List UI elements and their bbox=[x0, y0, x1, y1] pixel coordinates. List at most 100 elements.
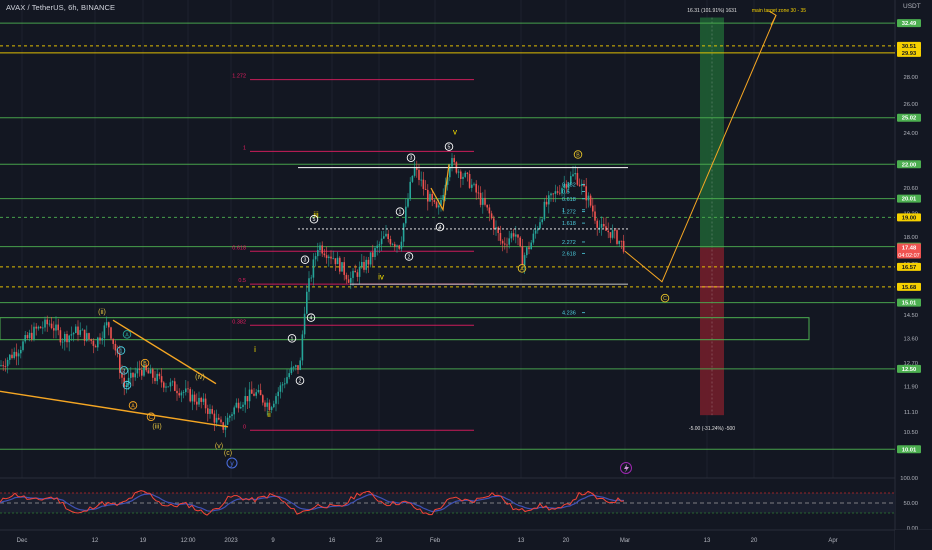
fib-retracement-label: 0.5 bbox=[238, 278, 246, 284]
fib-extension-label: 1.272 bbox=[562, 210, 576, 216]
price-badge-label: 10.01 bbox=[902, 447, 917, 453]
fib-retracement-label: 1.272 bbox=[232, 74, 246, 80]
price-badge-label: 22.00 bbox=[902, 162, 917, 168]
candle-body bbox=[53, 328, 55, 331]
candle-body bbox=[138, 368, 141, 371]
candle-body bbox=[336, 257, 339, 265]
wave-label: 1 bbox=[120, 349, 123, 355]
candle-body bbox=[330, 256, 332, 259]
time-tick-label: 2023 bbox=[224, 538, 238, 544]
time-tick-label: Feb bbox=[430, 538, 441, 544]
candle-body bbox=[101, 338, 103, 341]
candle-body bbox=[163, 382, 165, 388]
price-badge bbox=[897, 298, 921, 307]
candle-body bbox=[446, 177, 449, 185]
candle-body bbox=[167, 386, 169, 388]
wave-label: 1 bbox=[291, 336, 294, 342]
lightning-icon-glyph bbox=[624, 464, 629, 473]
candle-body bbox=[66, 333, 68, 343]
wave-label: 1 bbox=[399, 210, 402, 216]
candle-body bbox=[358, 266, 361, 277]
candle-body bbox=[110, 327, 112, 339]
wave-label: 3 bbox=[410, 156, 413, 162]
candle-body bbox=[429, 193, 431, 202]
candle-body bbox=[17, 353, 20, 357]
candle-body bbox=[103, 325, 106, 339]
time-tick-label: 23 bbox=[376, 538, 383, 544]
candle-body bbox=[332, 258, 334, 260]
candle-body bbox=[248, 389, 251, 402]
candle-body bbox=[317, 250, 319, 257]
candle-body bbox=[92, 340, 95, 346]
candle-body bbox=[125, 385, 128, 387]
rsi-signal-line bbox=[0, 493, 625, 513]
price-badge bbox=[897, 194, 921, 203]
time-tick-label: Dec bbox=[17, 538, 28, 544]
candle-body bbox=[572, 174, 574, 177]
candle-body bbox=[570, 176, 572, 184]
wave-label-ring bbox=[122, 330, 132, 339]
candle-body bbox=[105, 322, 108, 326]
candle-body bbox=[501, 240, 504, 244]
candle-body bbox=[182, 392, 185, 393]
candle-body bbox=[174, 381, 176, 391]
candle-body bbox=[284, 383, 286, 385]
price-badge-label: 29.93 bbox=[902, 51, 917, 57]
candle-body bbox=[596, 220, 598, 228]
wave-label: iv bbox=[378, 273, 384, 282]
candle-body bbox=[537, 228, 539, 231]
wave-label: 4 bbox=[439, 225, 442, 231]
candle-body bbox=[215, 417, 218, 423]
rsi-tick-label: 0.00 bbox=[907, 526, 918, 532]
candle-body bbox=[0, 365, 2, 367]
price-tick-label: 14.50 bbox=[903, 313, 918, 319]
wave-4-line bbox=[430, 164, 450, 212]
candle-body bbox=[578, 184, 581, 186]
wave-label-ring bbox=[287, 334, 297, 343]
time-tick-label: 13 bbox=[518, 538, 525, 544]
candle-body bbox=[405, 206, 407, 224]
candle-body bbox=[334, 258, 337, 265]
candle-body bbox=[361, 261, 363, 267]
candle-body bbox=[347, 279, 350, 283]
projection-path bbox=[624, 15, 777, 283]
candle-body bbox=[521, 246, 524, 266]
candle-body bbox=[398, 245, 400, 249]
lightning-icon bbox=[620, 462, 632, 474]
candle-body bbox=[237, 402, 240, 409]
fib-extension-label: 0.382 bbox=[562, 183, 576, 189]
wedge-upper-line bbox=[112, 319, 217, 385]
candle-body bbox=[380, 238, 383, 245]
candle-body bbox=[220, 419, 222, 423]
candle-body bbox=[583, 183, 585, 187]
candle-body bbox=[303, 313, 306, 335]
wedge-lower-line bbox=[0, 390, 229, 428]
wave-label: 2 bbox=[299, 379, 302, 385]
candle-body bbox=[130, 372, 132, 378]
projection-arrow-head bbox=[768, 10, 777, 26]
wave-label: (iv) bbox=[195, 374, 205, 381]
candle-body bbox=[226, 417, 229, 425]
candle-body bbox=[468, 173, 471, 188]
candle-body bbox=[257, 390, 260, 393]
candle-body bbox=[132, 372, 134, 378]
candle-body bbox=[44, 319, 46, 328]
candle-body bbox=[598, 227, 601, 229]
wave-label: (v) bbox=[215, 443, 223, 450]
candle-body bbox=[275, 396, 277, 404]
wave-label: A bbox=[131, 403, 135, 409]
wave-label: B bbox=[143, 361, 147, 367]
price-badge bbox=[897, 213, 921, 222]
candle-body bbox=[262, 395, 264, 403]
candle-body bbox=[81, 329, 84, 331]
wave-label: C bbox=[663, 296, 667, 302]
wave-label: A bbox=[520, 266, 524, 272]
price-badge-label: 19.00 bbox=[902, 215, 917, 221]
candles bbox=[0, 153, 625, 438]
wave-label-ring bbox=[122, 380, 132, 390]
candle-body bbox=[490, 213, 493, 219]
candle-body bbox=[299, 360, 301, 370]
symbol-title: AVAX / TetherUS, 6h, BINANCE bbox=[6, 3, 116, 12]
price-badge-label: 15.68 bbox=[902, 285, 917, 291]
